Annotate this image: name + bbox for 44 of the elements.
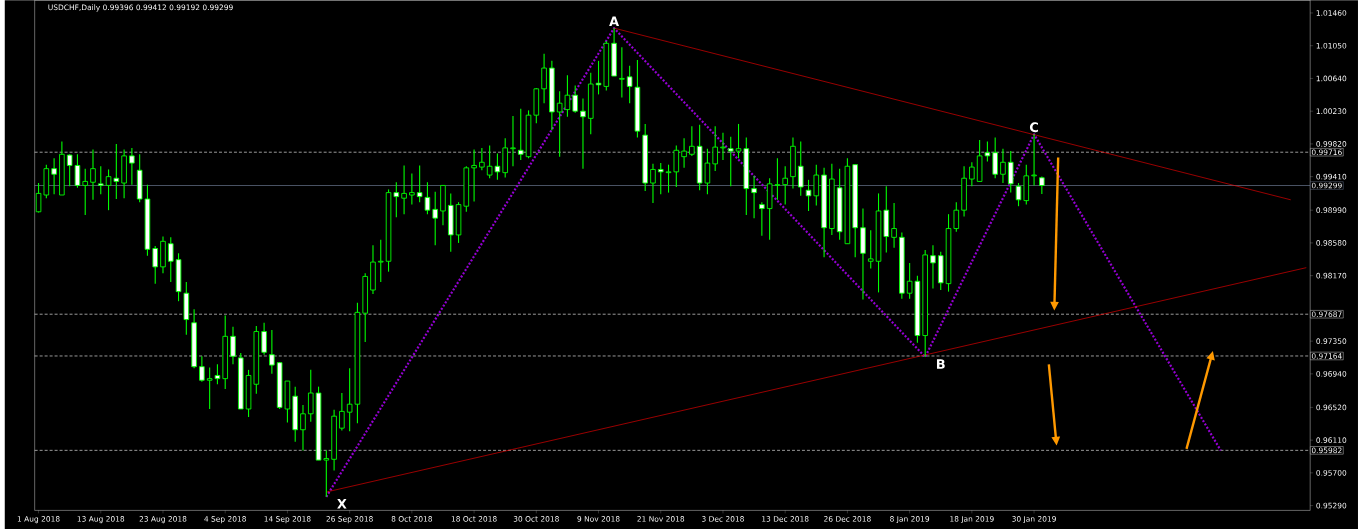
candlestick <box>152 245 158 285</box>
candlestick <box>953 201 960 233</box>
candlestick <box>1031 133 1037 186</box>
candlestick <box>339 392 345 431</box>
candlestick <box>510 115 516 167</box>
candlestick <box>759 201 765 237</box>
candlestick <box>891 202 897 249</box>
candlestick <box>572 84 578 114</box>
annotation: A <box>609 16 620 26</box>
candlestick <box>409 172 415 205</box>
candlestick <box>1000 147 1006 184</box>
candlestick <box>167 236 174 283</box>
candlestick <box>689 125 695 157</box>
candlestick <box>867 229 874 269</box>
candlestick <box>307 369 314 423</box>
candlestick <box>619 46 625 98</box>
candlestick <box>782 165 788 205</box>
candlestick <box>969 161 975 187</box>
annotation: X <box>337 498 347 509</box>
candlestick <box>471 148 477 202</box>
candlestick <box>82 167 88 216</box>
candlestick <box>97 165 104 195</box>
annotation: B <box>936 359 945 369</box>
candlestick <box>720 132 726 161</box>
candlestick <box>657 162 664 195</box>
candlestick <box>681 137 687 169</box>
candlestick <box>432 191 438 246</box>
annotation: C <box>1029 122 1038 132</box>
candlestick <box>712 125 718 172</box>
candlestick <box>751 175 757 219</box>
candlestick <box>51 157 57 195</box>
candlestick <box>541 52 547 104</box>
candlestick <box>424 181 431 215</box>
candlestick <box>261 322 267 356</box>
line-series <box>325 26 1222 498</box>
candlestick <box>401 164 407 215</box>
candlestick <box>650 163 656 204</box>
candlestick <box>377 239 384 283</box>
candlestick <box>416 164 423 203</box>
candlestick <box>626 64 633 104</box>
candlestick <box>90 148 96 201</box>
candlestick <box>930 244 936 289</box>
candlestick <box>479 147 485 171</box>
candlestick <box>300 404 306 451</box>
